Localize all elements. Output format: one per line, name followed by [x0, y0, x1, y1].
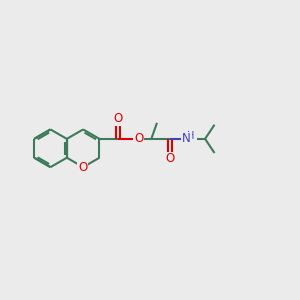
Text: H: H [188, 131, 195, 141]
Text: O: O [134, 132, 143, 146]
Text: O: O [166, 152, 175, 166]
Text: N: N [182, 132, 191, 146]
Text: O: O [114, 112, 123, 125]
Text: O: O [78, 161, 87, 174]
